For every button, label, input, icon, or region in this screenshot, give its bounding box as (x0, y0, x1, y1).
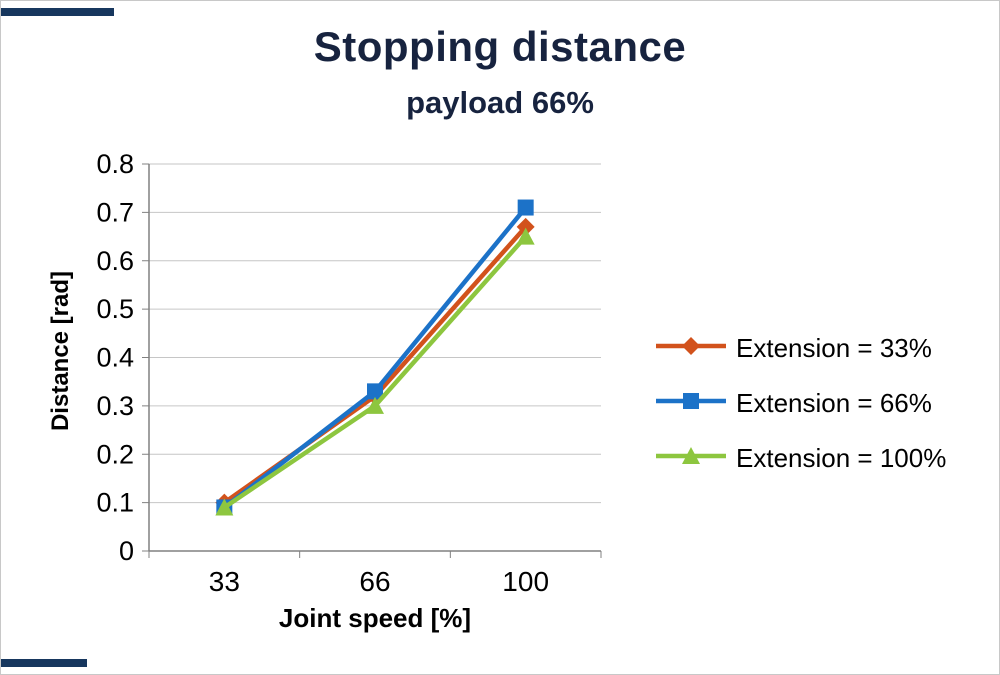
svg-text:0.7: 0.7 (96, 197, 134, 227)
bottom-left-accent-bar (1, 659, 87, 667)
legend-label: Extension = 66% (736, 388, 932, 418)
chart-subtitle: payload 66% (406, 85, 594, 120)
top-left-accent-bar (1, 8, 114, 16)
svg-text:66: 66 (359, 566, 390, 597)
svg-text:0.8: 0.8 (96, 149, 134, 179)
svg-text:0.2: 0.2 (96, 439, 134, 469)
legend-marker-triangle-icon (654, 444, 728, 473)
svg-text:100: 100 (502, 566, 549, 597)
svg-text:0.3: 0.3 (96, 391, 134, 421)
svg-text:0.4: 0.4 (96, 343, 134, 373)
svg-text:0.5: 0.5 (96, 294, 134, 324)
legend-item-extension-33: Extension = 33% (654, 333, 946, 364)
x-axis-title: Joint speed [%] (278, 603, 472, 633)
legend-label: Extension = 100% (736, 443, 947, 473)
legend-item-extension-100: Extension = 100% (654, 443, 946, 474)
svg-text:0.6: 0.6 (96, 246, 134, 276)
chart-legend: Extension = 33% Extension = 66% Extensio… (654, 333, 946, 474)
legend-item-extension-66: Extension = 66% (654, 388, 946, 419)
y-axis-title: Distance [rad] (47, 270, 74, 432)
svg-text:0.1: 0.1 (96, 488, 134, 518)
legend-marker-diamond-icon (654, 334, 728, 363)
chart-title: Stopping distance (313, 23, 687, 70)
svg-text:0: 0 (119, 536, 134, 566)
legend-label: Extension = 33% (736, 333, 932, 363)
svg-text:33: 33 (209, 566, 240, 597)
line-chart-plot: 0 0.1 0.2 0.3 0.4 0.5 0.6 0.7 0.8 33 66 100 (96, 149, 602, 597)
legend-marker-square-icon (654, 389, 728, 418)
